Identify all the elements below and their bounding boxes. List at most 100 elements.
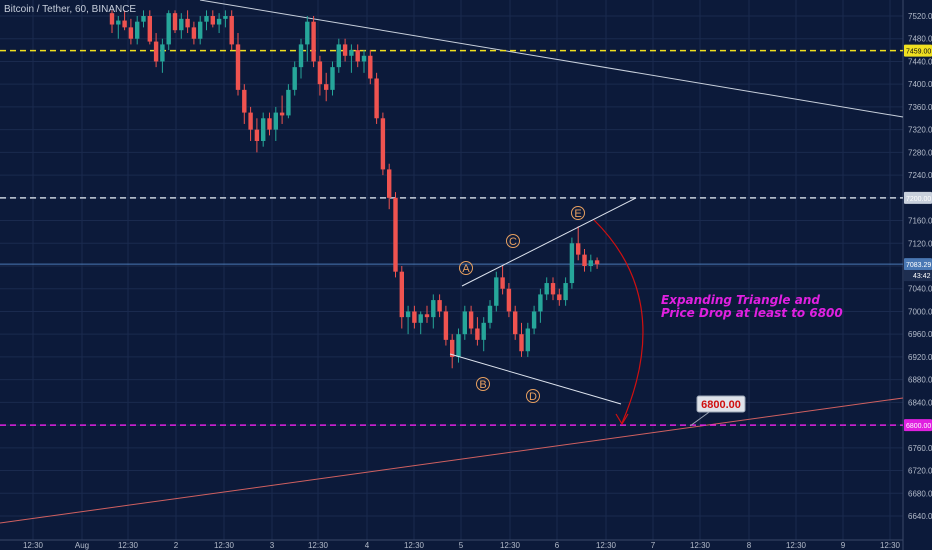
candle-body (153, 41, 159, 62)
annotation-line-1: Expanding Triangle and (661, 293, 820, 307)
x-tick-label: 8 (747, 541, 752, 550)
candle-body (261, 118, 266, 141)
wave-label: C (509, 236, 517, 248)
candle-body (116, 20, 121, 25)
candle-body (462, 311, 467, 335)
y-tick-label: 6840.00 (908, 398, 932, 407)
candle-body (450, 339, 455, 357)
x-tick-label: 12:30 (690, 541, 711, 550)
candle-body (424, 314, 430, 318)
candle-body (216, 18, 222, 25)
y-tick-label: 7480.00 (908, 35, 932, 44)
price-level-badge-label: 7459.00 (906, 49, 931, 56)
candle-body (525, 328, 530, 352)
x-tick-label: 4 (365, 541, 370, 550)
candle-body (355, 50, 360, 62)
candle-body (456, 334, 461, 357)
x-tick-label: 12:30 (308, 541, 329, 550)
candle-body (248, 112, 253, 130)
candle-body (147, 16, 152, 42)
candle-body (128, 27, 134, 39)
candle-body (576, 243, 581, 255)
x-tick-label: 6 (555, 541, 560, 550)
candle-body (242, 89, 247, 113)
candle-body (569, 243, 575, 284)
x-tick-label: 5 (459, 541, 464, 550)
candle-body (380, 118, 386, 170)
candle-body (330, 67, 335, 90)
x-tick-label: 12:30 (118, 541, 139, 550)
candle-body (223, 16, 228, 19)
x-tick-label: Aug (75, 541, 89, 550)
candle-body (317, 61, 323, 85)
price-level-badge-label: 7083.29 (906, 262, 931, 269)
candle-body (437, 300, 442, 312)
x-tick-label: 12:30 (786, 541, 807, 550)
candle-body (506, 288, 512, 312)
candle-body (135, 21, 140, 39)
candle-body (235, 44, 241, 90)
y-tick-label: 6760.00 (908, 444, 932, 453)
candle-body (179, 18, 184, 31)
callout-pointer (689, 409, 713, 427)
y-tick-label: 6640.00 (908, 512, 932, 521)
triangle-lower-line (449, 353, 622, 405)
candle-body (374, 78, 379, 119)
candle-body (273, 112, 278, 130)
candle-body (204, 16, 209, 22)
x-tick-label: 12:30 (880, 541, 901, 550)
candle-body (349, 50, 354, 56)
candle-body (544, 283, 549, 295)
candle-body (563, 283, 568, 301)
candle-body (481, 322, 486, 340)
candle-body (475, 328, 480, 340)
candle-body (494, 277, 499, 306)
candle-body (368, 55, 373, 79)
price-level-badge (904, 258, 932, 271)
x-tick-label: 3 (270, 541, 275, 550)
y-tick-label: 6880.00 (908, 376, 932, 385)
candle-body (336, 44, 341, 68)
wave-label-circle (476, 377, 490, 391)
y-tick-label: 7520.00 (908, 12, 932, 21)
y-tick-label: 7400.00 (908, 80, 932, 89)
price-level-badge-label: 6800.00 (906, 423, 931, 430)
target-callout-label: 6800.00 (701, 399, 741, 411)
descending-trendline (199, 0, 904, 118)
annotation-line-2: Price Drop at least to 6800 (661, 306, 843, 320)
candle-body (399, 271, 404, 318)
candle-body (405, 311, 411, 318)
candle-body (443, 311, 449, 340)
x-tick-label: 12:30 (214, 541, 235, 550)
wave-label: B (479, 379, 486, 391)
y-tick-label: 7320.00 (908, 126, 932, 135)
candle-body (311, 21, 316, 62)
price-level-badge-label: 7200.00 (906, 196, 931, 203)
price-level-badge (904, 419, 932, 432)
wave-label: D (529, 391, 537, 403)
candle-body (305, 21, 310, 45)
x-tick-label: 12:30 (23, 541, 44, 550)
candle-body (254, 129, 260, 141)
wave-label: A (462, 263, 470, 275)
price-level-badge (904, 191, 932, 204)
y-tick-label: 6920.00 (908, 353, 932, 362)
wave-label-circle (506, 234, 520, 248)
candle-body (418, 314, 423, 323)
candle-body (582, 254, 587, 266)
projection-arrow (593, 219, 644, 424)
countdown-label: 43:42 (913, 273, 931, 280)
wave-label-circle (571, 206, 585, 220)
y-tick-label: 7160.00 (908, 217, 932, 226)
candle-body (185, 18, 190, 28)
y-tick-label: 7120.00 (908, 239, 932, 248)
candle-body (109, 13, 115, 25)
projection-arrowhead (615, 413, 629, 426)
wave-label-circle (526, 389, 540, 403)
candle-body (412, 311, 417, 323)
candle-body (594, 260, 600, 265)
candle-body (519, 334, 524, 352)
y-tick-label: 6960.00 (908, 330, 932, 339)
candle-body (557, 294, 562, 301)
